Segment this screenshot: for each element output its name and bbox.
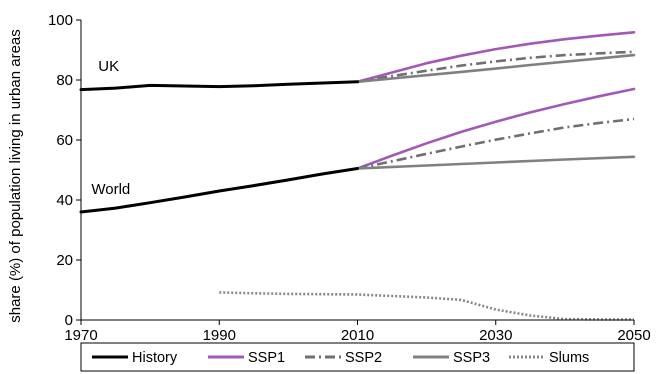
series-line-world-history [79, 167, 359, 214]
annotation-uk: UK [98, 58, 119, 75]
legend-label-slums: Slums [549, 350, 589, 366]
y-tick-label: 40 [56, 192, 73, 209]
series-line-world-ssp2 [357, 117, 635, 170]
legend: History SSP1 SSP2 SSP3 Slums [80, 342, 635, 372]
x-tick-label: 2050 [617, 327, 650, 344]
x-tick-label: 1990 [203, 327, 236, 344]
series-line-uk-ssp1 [356, 30, 636, 84]
series-line-uk-ssp3 [356, 53, 636, 84]
series-line-uk-history [79, 80, 359, 92]
plot-area: UK World [79, 30, 636, 321]
legend-label-ssp2: SSP2 [345, 350, 382, 366]
legend-label-history: History [132, 350, 178, 366]
x-tick-label: 2030 [479, 327, 512, 344]
series-line-world-ssp3 [356, 155, 636, 170]
annotation-world: World [91, 181, 130, 198]
y-tick-label: 0 [65, 312, 73, 329]
legend-label-ssp1: SSP1 [248, 350, 285, 366]
series-line-uk-ssp2 [357, 50, 635, 84]
y-tick-label: 20 [56, 252, 73, 269]
x-tick-label: 2010 [341, 327, 374, 344]
series-line-world-ssp1 [356, 87, 636, 170]
y-tick-label: 80 [56, 72, 73, 89]
series-line-world-slums [219, 291, 634, 321]
x-tick-label: 1970 [64, 327, 97, 344]
y-tick-label: 60 [56, 132, 73, 149]
y-tick-label: 100 [48, 12, 73, 29]
y-axis-label: share (%) of population living in urban … [7, 29, 24, 323]
legend-label-ssp3: SSP3 [453, 350, 490, 366]
axes: 0 20 40 60 80 100 1970 1990 2010 2030 2050 [48, 12, 651, 344]
